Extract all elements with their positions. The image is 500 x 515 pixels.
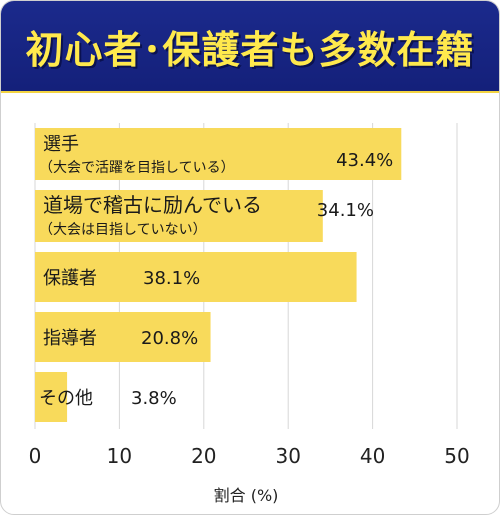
x-tick-label-3: 30: [275, 444, 300, 468]
bar-label-4: その他: [39, 388, 93, 409]
bar-label-2: 保護者: [43, 268, 97, 289]
bar-label-0: 選手: [43, 134, 79, 155]
x-tick-label-0: 0: [29, 444, 42, 468]
x-tick-label-4: 40: [360, 444, 385, 468]
bar-chart: 0 10 20 30 40 50 割合 (%) 選手 （大会で活躍を目指している） 43.4% 道場…: [29, 123, 470, 505]
bar-value-label-3: 20.8%: [141, 328, 198, 349]
bar-sublabel-0: （大会で活躍を目指している）: [39, 160, 235, 176]
bar-label-3: 指導者: [43, 328, 97, 349]
bar-0: [35, 128, 402, 180]
bar-value-label-2: 38.1%: [143, 268, 200, 289]
x-tick-label-2: 20: [191, 444, 216, 468]
bar-value-label-0: 43.4%: [336, 150, 393, 171]
bar-3: [35, 312, 211, 362]
bar-sublabel-1: （大会は目指していない）: [39, 222, 207, 238]
header-banner: 初心者･保護者も多数在籍: [1, 1, 499, 93]
bar-1: [35, 190, 323, 242]
bar-2: [35, 252, 357, 302]
bar-4: [35, 372, 68, 422]
bar-value-label-1: 34.1%: [317, 200, 374, 221]
chart-title: 初心者･保護者も多数在籍: [25, 27, 475, 72]
bar-value-label-4: 3.8%: [131, 388, 177, 409]
x-tick-label-1: 10: [107, 444, 132, 468]
x-axis-label: 割合 (%): [214, 486, 279, 505]
bar-label-1: 道場で稽古に励んでいる: [43, 193, 262, 217]
x-tick-label-5: 50: [444, 444, 469, 468]
